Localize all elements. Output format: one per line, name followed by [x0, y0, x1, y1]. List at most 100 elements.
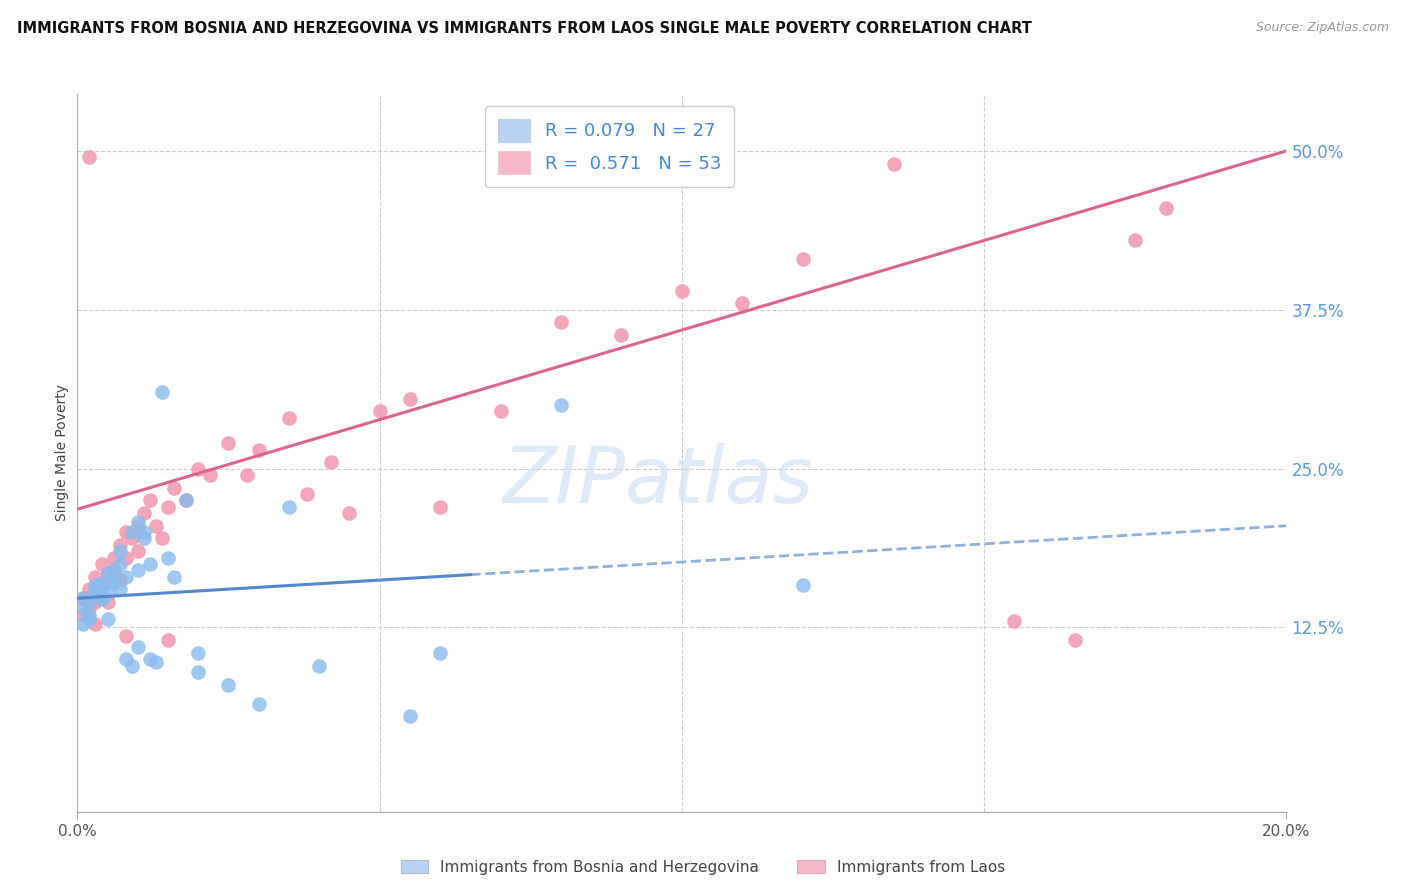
Point [79, 607, 101, 622]
Point [72, 591, 94, 606]
Point [145, 518, 167, 533]
Point [108, 538, 131, 552]
Point [96, 586, 118, 600]
Point [79, 611, 101, 625]
Point [84, 616, 107, 631]
Point [368, 404, 391, 418]
Point [79, 601, 101, 615]
Legend: R = 0.079   N = 27, R =  0.571   N = 53: R = 0.079 N = 27, R = 0.571 N = 53 [485, 106, 734, 187]
Point [79, 150, 101, 164]
Point [84, 569, 107, 583]
Point [187, 665, 209, 679]
Point [157, 500, 180, 514]
Point [84, 582, 107, 597]
Point [1154, 201, 1177, 215]
Point [114, 652, 136, 666]
Point [84, 589, 107, 603]
Point [96, 611, 118, 625]
Point [550, 315, 572, 329]
Point [127, 518, 149, 533]
Point [1004, 614, 1026, 628]
Point [90, 582, 112, 597]
Point [121, 525, 143, 540]
Text: Source: ZipAtlas.com: Source: ZipAtlas.com [1256, 21, 1389, 34]
Point [429, 500, 451, 514]
Point [489, 404, 512, 418]
Point [218, 436, 240, 450]
Point [108, 544, 131, 558]
Point [108, 582, 131, 597]
Point [114, 550, 136, 565]
Point [103, 576, 125, 591]
Point [1064, 633, 1087, 648]
Point [72, 601, 94, 615]
Point [79, 595, 101, 609]
Point [247, 697, 270, 711]
Point [163, 569, 186, 583]
Point [127, 563, 149, 577]
Point [792, 578, 814, 592]
Point [187, 461, 209, 475]
Point [127, 515, 149, 529]
Point [139, 652, 162, 666]
Point [79, 582, 101, 597]
Point [103, 550, 125, 565]
Point [90, 592, 112, 607]
Point [731, 296, 754, 310]
Text: IMMIGRANTS FROM BOSNIA AND HERZEGOVINA VS IMMIGRANTS FROM LAOS SINGLE MALE POVER: IMMIGRANTS FROM BOSNIA AND HERZEGOVINA V… [17, 21, 1032, 36]
Point [157, 633, 180, 648]
Point [247, 442, 270, 457]
Point [121, 532, 143, 546]
Point [671, 284, 693, 298]
Point [90, 557, 112, 571]
Point [174, 493, 197, 508]
Point [145, 655, 167, 669]
Legend: Immigrants from Bosnia and Herzegovina, Immigrants from Laos: Immigrants from Bosnia and Herzegovina, … [395, 854, 1011, 880]
Point [96, 566, 118, 580]
Point [103, 563, 125, 577]
Point [139, 493, 162, 508]
Point [235, 467, 257, 482]
Point [103, 574, 125, 588]
Point [1123, 233, 1146, 247]
Point [321, 455, 343, 469]
Point [139, 557, 162, 571]
Point [114, 629, 136, 643]
Point [278, 500, 301, 514]
Point [174, 493, 197, 508]
Point [132, 532, 155, 546]
Point [792, 252, 814, 266]
Point [157, 550, 180, 565]
Point [132, 525, 155, 540]
Point [337, 506, 360, 520]
Point [278, 410, 301, 425]
Point [150, 532, 173, 546]
Point [308, 658, 330, 673]
Point [150, 385, 173, 400]
Point [127, 640, 149, 654]
Point [550, 398, 572, 412]
Point [84, 578, 107, 592]
Point [90, 591, 112, 606]
Point [399, 392, 422, 406]
Point [72, 607, 94, 622]
Point [96, 595, 118, 609]
Point [163, 481, 186, 495]
Point [883, 156, 905, 170]
Point [187, 646, 209, 660]
Point [90, 578, 112, 592]
Point [429, 646, 451, 660]
Text: ZIPatlas: ZIPatlas [502, 443, 813, 519]
Point [108, 574, 131, 588]
Point [103, 563, 125, 577]
Point [114, 525, 136, 540]
Point [84, 595, 107, 609]
Point [295, 487, 318, 501]
Point [218, 678, 240, 692]
Point [132, 506, 155, 520]
Point [96, 566, 118, 580]
Point [72, 616, 94, 631]
Point [127, 544, 149, 558]
Point [72, 591, 94, 606]
Point [90, 576, 112, 591]
